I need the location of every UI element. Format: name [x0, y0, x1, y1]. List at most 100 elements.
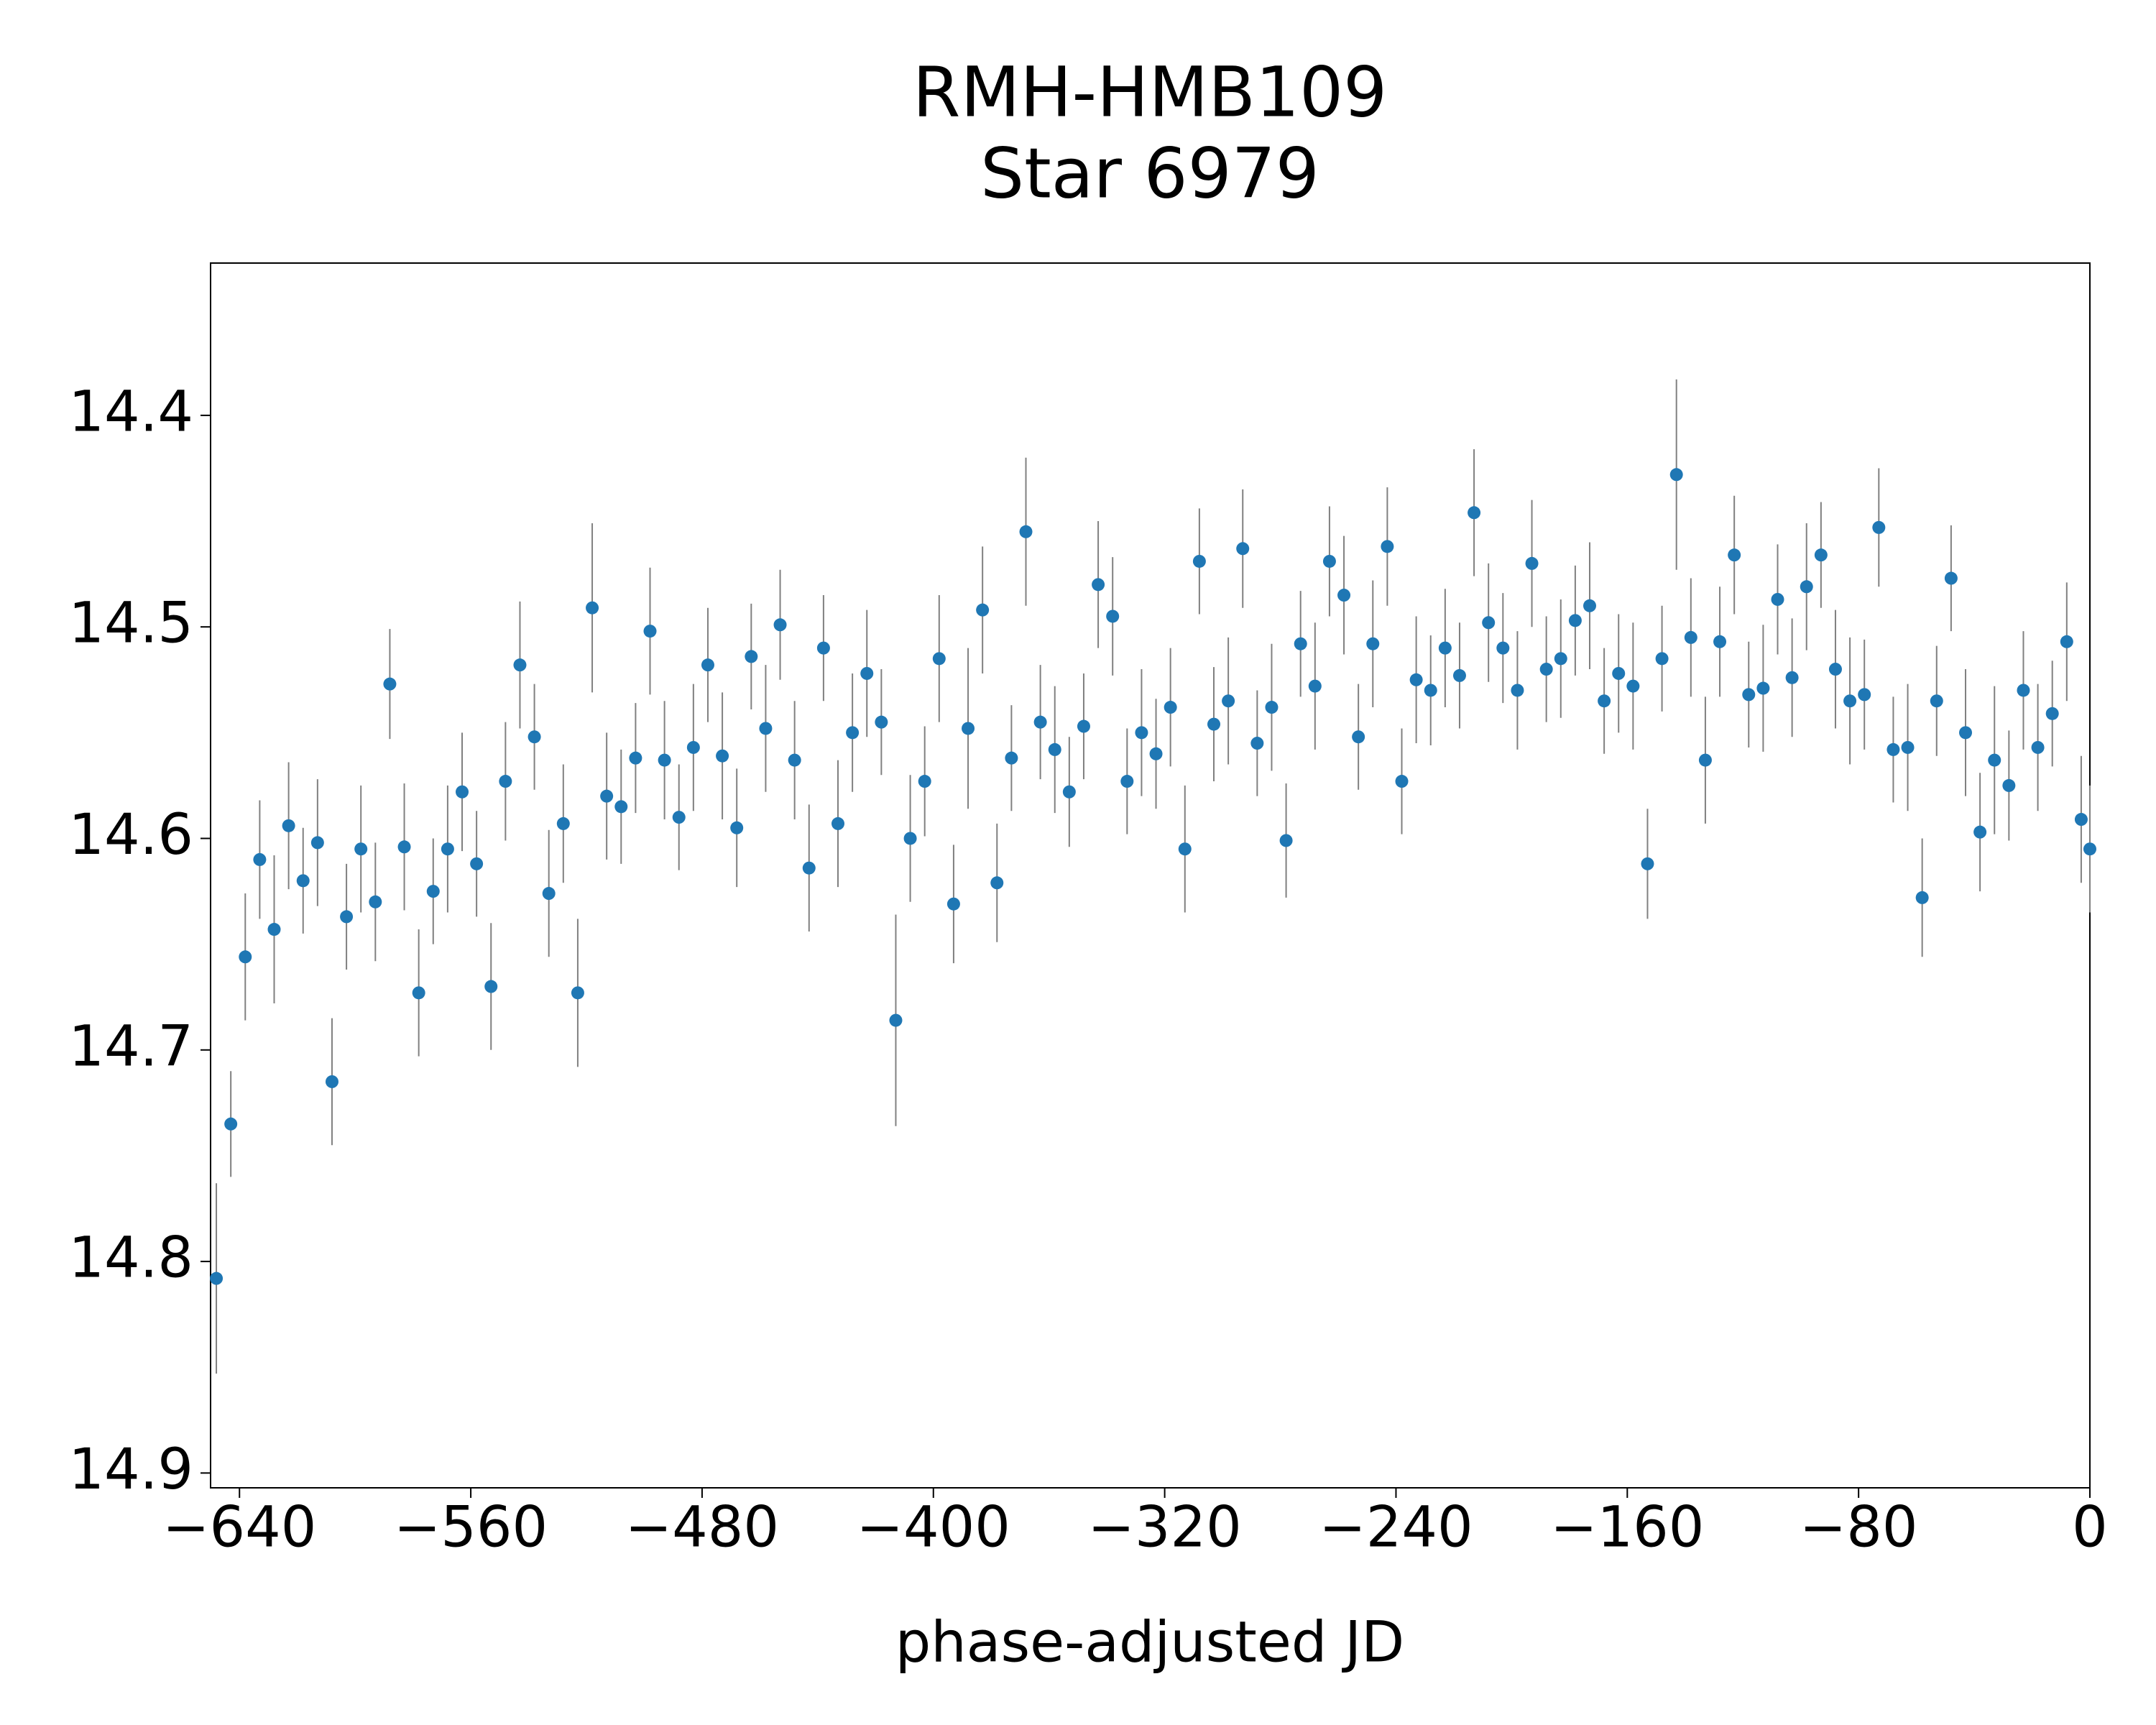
plot-frame	[210, 262, 2091, 1489]
data-point	[1785, 671, 1799, 684]
data-point	[1684, 630, 1697, 644]
data-point	[788, 753, 801, 767]
data-point	[1525, 556, 1539, 570]
y-tick-label: 14.9	[68, 1438, 193, 1502]
data-point	[1308, 679, 1322, 693]
data-point	[1655, 652, 1669, 666]
data-point	[484, 980, 498, 993]
data-point	[1120, 775, 1134, 788]
data-point	[310, 836, 324, 850]
data-point	[932, 652, 946, 666]
data-point	[369, 895, 382, 908]
data-point	[1005, 751, 1018, 765]
data-point	[672, 811, 686, 824]
data-point	[441, 842, 454, 856]
data-point	[1019, 525, 1033, 538]
data-point	[556, 816, 570, 830]
y-tick-label: 14.6	[68, 803, 193, 868]
data-point	[542, 887, 556, 901]
data-point	[1539, 663, 1553, 676]
data-point	[1482, 616, 1496, 630]
data-point	[2060, 635, 2073, 648]
data-point	[1612, 666, 1626, 680]
data-point	[1930, 694, 1943, 708]
data-point	[1164, 701, 1177, 714]
data-point	[397, 840, 411, 854]
data-point	[1756, 681, 1770, 695]
data-point	[1886, 742, 1900, 756]
data-point	[990, 876, 1004, 890]
chart-title: RMH-HMB109	[913, 52, 1387, 132]
data-point	[1322, 554, 1336, 568]
data-point	[773, 618, 787, 632]
data-point	[470, 857, 484, 870]
x-tick-label: −240	[1319, 1495, 1473, 1560]
data-point	[745, 650, 758, 663]
x-tick-label: −480	[625, 1495, 779, 1560]
data-point	[1250, 737, 1264, 750]
data-point	[340, 910, 354, 924]
data-point	[1901, 740, 1915, 754]
data-point	[2031, 740, 2045, 754]
data-point	[1598, 694, 1611, 708]
data-point	[976, 603, 990, 617]
data-point	[629, 751, 642, 765]
data-point	[2074, 813, 2088, 827]
data-point	[586, 601, 599, 615]
data-point	[1236, 542, 1250, 556]
data-point	[325, 1075, 338, 1088]
data-point	[1800, 580, 1813, 594]
x-tick-label: −160	[1550, 1495, 1704, 1560]
data-point	[1728, 548, 1741, 562]
data-point	[210, 1271, 224, 1285]
data-point	[1077, 719, 1090, 733]
data-point	[759, 722, 773, 735]
data-point	[1511, 684, 1524, 697]
data-point	[716, 749, 729, 763]
data-point	[643, 625, 657, 638]
data-point	[1771, 592, 1784, 606]
data-point	[1669, 468, 1683, 482]
data-point	[875, 715, 888, 729]
data-point	[860, 666, 874, 680]
data-point	[1207, 717, 1221, 731]
data-point	[889, 1013, 903, 1027]
data-point	[1149, 747, 1163, 760]
data-point	[571, 986, 584, 1000]
data-point	[456, 785, 469, 799]
data-point	[1988, 753, 2001, 767]
data-point	[600, 789, 614, 803]
data-point	[2083, 842, 2096, 856]
data-point	[1033, 715, 1047, 729]
data-point	[1265, 701, 1279, 714]
data-point	[1135, 726, 1148, 740]
data-point	[1554, 652, 1567, 666]
data-point	[1742, 688, 1756, 702]
data-point	[1062, 785, 1076, 799]
data-point	[282, 819, 295, 832]
data-point	[903, 832, 917, 845]
data-point	[1468, 506, 1481, 520]
data-point	[1452, 668, 1466, 682]
data-point	[1858, 688, 1871, 702]
data-point	[1438, 641, 1452, 655]
x-axis-label: phase-adjusted JD	[895, 1610, 1405, 1675]
data-point	[1698, 753, 1712, 767]
data-point	[1872, 520, 1886, 534]
data-point	[267, 923, 281, 937]
data-point	[1337, 589, 1351, 602]
x-tick-label: −80	[1800, 1495, 1918, 1560]
data-point	[1381, 540, 1394, 553]
data-point	[1192, 554, 1206, 568]
x-tick-label: 0	[2072, 1495, 2108, 1560]
data-point	[614, 800, 628, 814]
data-point	[1583, 599, 1597, 612]
data-point	[1973, 825, 1987, 839]
data-point	[1713, 635, 1727, 648]
y-tick-label: 14.8	[68, 1226, 193, 1291]
data-point	[2002, 778, 2016, 792]
data-point	[1409, 673, 1423, 686]
data-point	[383, 677, 397, 691]
data-point	[1944, 571, 1958, 585]
